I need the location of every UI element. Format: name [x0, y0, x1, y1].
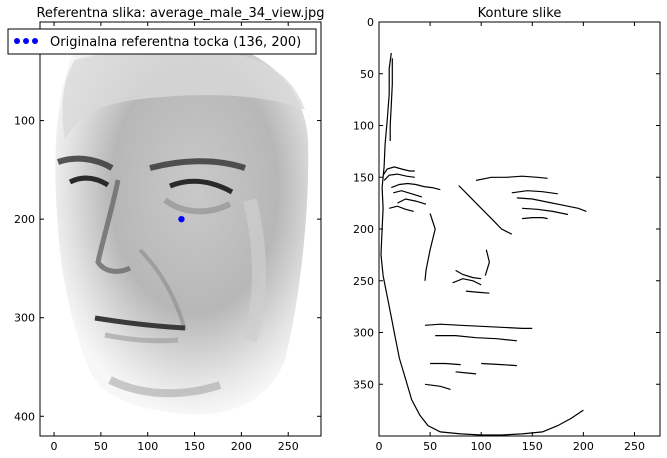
hair-shadow	[62, 48, 305, 140]
contour-line	[389, 58, 393, 141]
contour-line	[424, 383, 451, 390]
left-x-tick-label: 200	[231, 440, 252, 453]
eye-socket-right	[163, 197, 232, 215]
right-y-tick-label: 250	[353, 275, 374, 288]
left-y-tick-label: 200	[14, 213, 35, 226]
right-x-tick-label: 250	[624, 440, 645, 453]
contour-line	[458, 185, 513, 235]
right-x-tick-label: 50	[423, 440, 437, 453]
face-image	[55, 38, 309, 415]
contour-line	[516, 197, 587, 212]
right-x-tick-label: 150	[522, 440, 543, 453]
legend-box	[7, 28, 317, 55]
contour-line	[484, 249, 491, 276]
nose	[95, 179, 132, 274]
left-ticks: 0 50 100 150 200 250 100 200 300 400	[14, 22, 321, 453]
contour-line	[511, 190, 558, 195]
contour-line	[465, 290, 490, 294]
contour-line	[455, 371, 477, 375]
right-subplot: 0 50 100 150 200 250 0 50 100 150 200 250 300 350 Kon…	[353, 6, 661, 453]
contour-line	[382, 166, 415, 176]
left-subplot: 0 50 100 150 200 250 100 200 300 400 Referentna s…	[7, 6, 325, 453]
right-x-tick-label: 0	[376, 440, 383, 453]
nasolabial	[138, 248, 187, 331]
contour-line	[522, 217, 548, 220]
contour-line	[435, 335, 517, 342]
contour-line	[424, 213, 436, 281]
contour-line	[391, 182, 441, 191]
brow-right	[149, 158, 246, 171]
left-y-tick-label: 400	[14, 410, 35, 423]
eye-right	[169, 178, 234, 195]
chin-shadow	[108, 376, 222, 398]
contour-line	[393, 190, 423, 198]
eye-left	[68, 175, 110, 188]
right-x-tick-label: 100	[471, 440, 492, 453]
right-plot-background	[379, 22, 660, 436]
right-x-tick-label: 200	[573, 440, 594, 453]
contour-line	[383, 173, 415, 181]
contour-line	[430, 362, 461, 366]
contour-line	[452, 278, 482, 286]
left-x-tick-label: 100	[137, 440, 158, 453]
right-y-tick-label: 200	[353, 223, 374, 236]
lower-lip	[104, 332, 179, 344]
right-y-tick-label: 100	[353, 120, 374, 133]
left-plot-frame	[39, 21, 322, 437]
cheek-shadow	[243, 198, 266, 343]
right-y-tick-label: 350	[353, 378, 374, 391]
mouth	[94, 315, 186, 331]
contour-line	[380, 52, 584, 436]
left-chart-title: Referentna slika: average_male_34_view.j…	[36, 6, 324, 21]
brow-left	[57, 155, 114, 171]
left-x-tick-label: 50	[94, 440, 108, 453]
left-y-tick-label: 100	[14, 115, 35, 128]
contour-line	[481, 362, 517, 367]
contour-line	[389, 205, 414, 212]
legend-marker-dot	[14, 38, 20, 44]
left-x-tick-label: 0	[51, 440, 58, 453]
contour-line	[455, 269, 482, 280]
contour-line	[522, 207, 569, 216]
right-y-tick-label: 50	[360, 68, 374, 81]
right-y-tick-label: 150	[353, 171, 374, 184]
reference-point	[178, 215, 185, 223]
legend-marker-dot	[23, 38, 29, 44]
left-x-tick-label: 150	[184, 440, 205, 453]
right-ticks: 0 50 100 150 200 250 0 50 100 150 200 250 300 350	[353, 16, 660, 453]
right-y-tick-label: 300	[353, 327, 374, 340]
left-y-tick-label: 300	[14, 312, 35, 325]
right-y-tick-label: 0	[367, 16, 374, 29]
left-x-tick-label: 250	[278, 440, 299, 453]
contour-line	[424, 323, 533, 329]
right-chart-title: Konture slike	[478, 6, 562, 21]
contour-image	[380, 52, 587, 436]
legend: Originalna referentna tocka (136, 200)	[7, 28, 317, 55]
contour-line	[397, 198, 427, 205]
legend-label: Originalna referentna tocka (136, 200)	[50, 35, 301, 50]
legend-marker-dot	[32, 38, 38, 44]
contour-line	[475, 175, 548, 181]
